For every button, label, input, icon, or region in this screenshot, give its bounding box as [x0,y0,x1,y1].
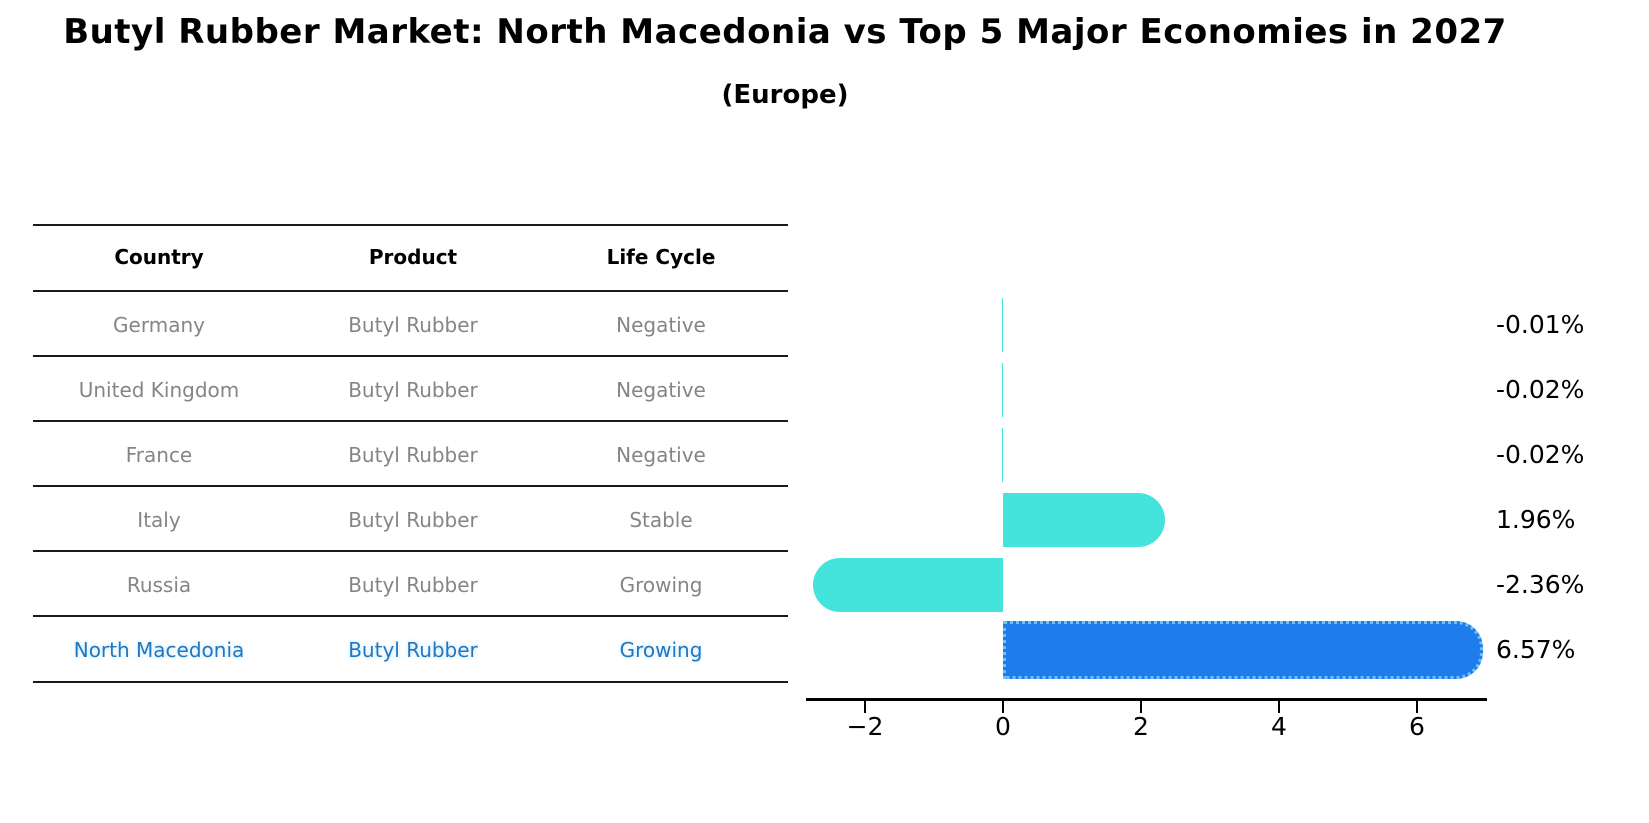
x-axis-tick-label: 6 [1409,712,1425,741]
bar-italy [1003,493,1166,547]
cell-life-cycle: Stable [629,508,693,532]
table-divider [33,550,788,552]
x-axis-tick [1140,701,1142,713]
cell-product: Butyl Rubber [348,508,478,532]
x-axis-tick-label: 0 [995,712,1011,741]
table-divider [33,615,788,617]
cell-life-cycle: Growing [619,638,703,662]
cell-life-cycle: Negative [616,443,706,467]
bar-north-macedonia [1003,621,1484,679]
cell-life-cycle: Growing [619,573,703,597]
x-axis-line [806,698,1487,701]
bar-russia [813,558,1003,612]
cell-product: Butyl Rubber [348,378,478,402]
table-divider [33,681,788,683]
x-axis-tick [1416,701,1418,713]
cell-country: United Kingdom [78,378,240,402]
value-label-italy: 1.96% [1496,505,1576,534]
cell-life-cycle: Negative [616,313,706,337]
cell-country: Italy [137,508,181,532]
chart-title: Butyl Rubber Market: North Macedonia vs … [63,12,1507,52]
cell-product: Butyl Rubber [348,638,478,662]
cell-product: Butyl Rubber [348,313,478,337]
col-header-country: Country [114,245,204,269]
col-header-life-cycle: Life Cycle [606,245,716,269]
value-label-germany: -0.01% [1496,310,1585,339]
cell-country: France [125,443,193,467]
cell-country: Germany [113,313,205,337]
x-axis-tick [1002,701,1004,713]
value-label-france: -0.02% [1496,440,1585,469]
table-divider [33,290,788,292]
cell-product: Butyl Rubber [348,573,478,597]
bar-france [1001,428,1003,482]
cell-country: North Macedonia [73,638,245,662]
value-label-russia: -2.36% [1496,570,1585,599]
x-axis-tick [864,701,866,713]
value-label-north-macedonia: 6.57% [1496,635,1576,664]
chart-subtitle: (Europe) [721,80,849,110]
cell-life-cycle: Negative [616,378,706,402]
x-axis-tick-label: 4 [1271,712,1287,741]
cell-country: Russia [126,573,192,597]
table-divider [33,485,788,487]
bar-united-kingdom [1001,363,1003,417]
x-axis-tick [1278,701,1280,713]
x-axis-tick-label: 2 [1133,712,1149,741]
cell-product: Butyl Rubber [348,443,478,467]
bar-germany [1001,298,1003,352]
table-divider [33,420,788,422]
value-label-united-kingdom: -0.02% [1496,375,1585,404]
x-axis-tick-label: −2 [846,712,884,741]
table-divider [33,355,788,357]
table-divider [33,224,788,226]
col-header-product: Product [368,245,458,269]
